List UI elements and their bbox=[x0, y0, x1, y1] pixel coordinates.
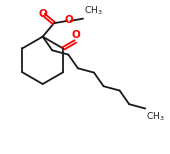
Text: O: O bbox=[39, 9, 47, 19]
Text: O: O bbox=[71, 30, 80, 40]
Text: O: O bbox=[65, 16, 74, 26]
Text: CH$_3$: CH$_3$ bbox=[84, 5, 103, 17]
Text: CH$_3$: CH$_3$ bbox=[146, 111, 165, 123]
